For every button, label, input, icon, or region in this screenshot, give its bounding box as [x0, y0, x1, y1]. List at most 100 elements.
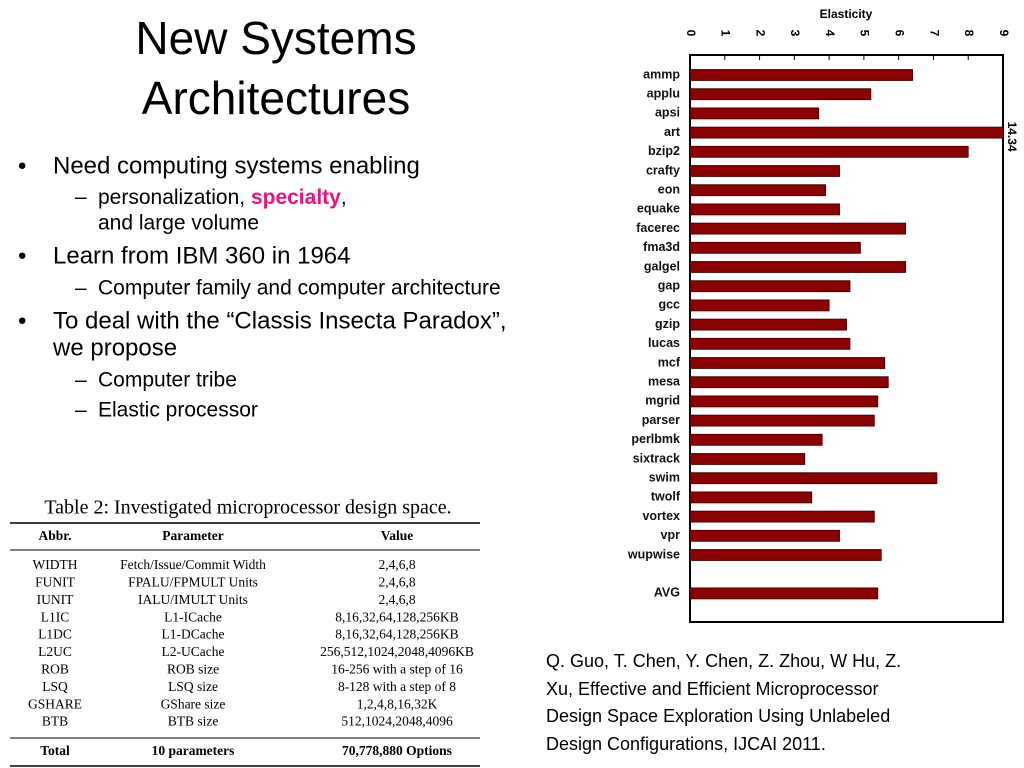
y-tick-label: gzip: [655, 317, 680, 331]
bar: [690, 222, 907, 235]
citation: Design Configurations, IJCAI 2011.: [546, 734, 826, 754]
table-cell: 8-128 with a step of 8: [338, 679, 456, 694]
table-cell: LSQ: [42, 679, 68, 694]
x-tick-label: 8: [962, 30, 976, 37]
bullet-marker: •: [18, 152, 26, 179]
bar: [690, 529, 840, 542]
table-total: 70,778,880 Options: [342, 743, 452, 758]
y-tick-label: perlbmk: [631, 432, 680, 446]
sub-marker: –: [75, 277, 87, 300]
table-title: Table 2: Investigated microprocessor des…: [44, 497, 451, 519]
y-tick-label: sixtrack: [633, 451, 680, 465]
bar: [690, 453, 806, 465]
bar: [690, 318, 847, 331]
y-tick-label: mgrid: [645, 394, 680, 408]
y-tick-label: applu: [647, 86, 680, 100]
axis-label: Elasticity: [820, 7, 873, 21]
text: personalization,: [98, 186, 251, 209]
x-tick-label: 7: [927, 30, 941, 37]
table-cell: ROB size: [167, 661, 219, 676]
sub-bullet: and large volume: [98, 212, 259, 235]
bullet: To deal with the “Classis Insecta Parado…: [53, 307, 507, 334]
bar: [690, 88, 872, 101]
y-tick-label: ammp: [643, 67, 680, 81]
y-tick-label: wupwise: [627, 547, 680, 561]
bullet-marker: •: [18, 307, 26, 334]
table-header: Value: [381, 528, 414, 543]
sub-bullet: personalization, specialty,: [98, 186, 347, 209]
table-cell: IUNIT: [37, 592, 74, 607]
bar: [690, 472, 938, 485]
table-cell: 256,512,1024,2048,4096KB: [320, 644, 474, 659]
x-tick-label: 2: [753, 30, 767, 37]
bar: [690, 203, 840, 216]
table-cell: 2,4,6,8: [378, 592, 415, 607]
bar: [690, 549, 882, 561]
table-cell: L1-ICache: [164, 609, 222, 624]
sub-bullet: Computer tribe: [98, 369, 237, 392]
y-tick-label: equake: [637, 202, 680, 216]
table-header: Abbr.: [39, 528, 72, 543]
table-cell: 8,16,32,64,128,256KB: [335, 627, 458, 642]
sub-bullet: Elastic processor: [98, 399, 258, 422]
bar: [690, 433, 823, 446]
x-tick-label: 9: [997, 30, 1011, 37]
x-tick-label: 6: [892, 30, 906, 37]
y-tick-label: vortex: [642, 509, 680, 523]
y-tick-label: gcc: [658, 298, 680, 312]
table-cell: Fetch/Issue/Commit Width: [120, 557, 266, 572]
bar: [690, 280, 851, 293]
table-cell: GSHARE: [28, 696, 82, 711]
y-tick-label: eon: [658, 182, 680, 196]
citation: Q. Guo, T. Chen, Y. Chen, Z. Zhou, W Hu,…: [546, 651, 901, 671]
x-tick-label: 3: [788, 30, 802, 37]
y-tick-label: mcf: [658, 355, 681, 369]
y-tick-label: art: [664, 125, 681, 139]
bar: [690, 145, 969, 158]
highlight: specialty: [251, 186, 341, 209]
y-tick-label: crafty: [646, 163, 680, 177]
bar: [690, 395, 879, 408]
y-tick-label: parser: [642, 413, 680, 427]
sub-marker: –: [75, 399, 87, 422]
table-cell: FUNIT: [35, 574, 76, 589]
bar: [690, 299, 830, 312]
x-tick-label: 4: [823, 30, 837, 37]
bar: [690, 587, 879, 600]
table-cell: 1,2,4,8,16,32K: [357, 696, 438, 711]
bullet: we propose: [52, 334, 177, 361]
table-cell: L2-UCache: [162, 644, 225, 659]
table-cell: FPALU/FPMULT Units: [128, 574, 258, 589]
y-tick-label: swim: [649, 470, 680, 484]
bullet: Learn from IBM 360 in 1964: [53, 242, 351, 269]
table-header: Parameter: [162, 528, 223, 543]
sub-marker: –: [75, 186, 87, 209]
table-cell: BTB size: [168, 714, 219, 729]
y-tick-label: vpr: [661, 528, 681, 542]
y-tick-label: twolf: [651, 490, 681, 504]
bar: [690, 126, 1003, 139]
table-cell: L1-DCache: [162, 627, 225, 642]
bar: [690, 241, 861, 254]
table-cell: 2,4,6,8: [378, 574, 415, 589]
y-tick-label: mesa: [648, 374, 681, 388]
table-cell: 8,16,32,64,128,256KB: [335, 609, 458, 624]
citation: Design Space Exploration Using Unlabeled: [546, 706, 890, 726]
table-total: 10 parameters: [152, 743, 235, 758]
bar: [690, 184, 827, 197]
x-tick-label: 0: [684, 30, 698, 37]
sub-bullet: Computer family and computer architectur…: [98, 277, 501, 300]
bar: [690, 357, 886, 369]
table-cell: IALU/IMULT Units: [138, 592, 248, 607]
table-cell: WIDTH: [33, 557, 78, 572]
y-tick-label: lucas: [648, 336, 680, 350]
table-cell: L1IC: [41, 609, 70, 624]
bar: [690, 165, 840, 177]
table-cell: LSQ size: [168, 679, 218, 694]
table-cell: 512,1024,2048,4096: [341, 714, 453, 729]
bar: [690, 491, 813, 504]
bar: [690, 107, 820, 120]
y-tick-label: fma3d: [643, 240, 680, 254]
table-cell: GShare size: [161, 696, 226, 711]
